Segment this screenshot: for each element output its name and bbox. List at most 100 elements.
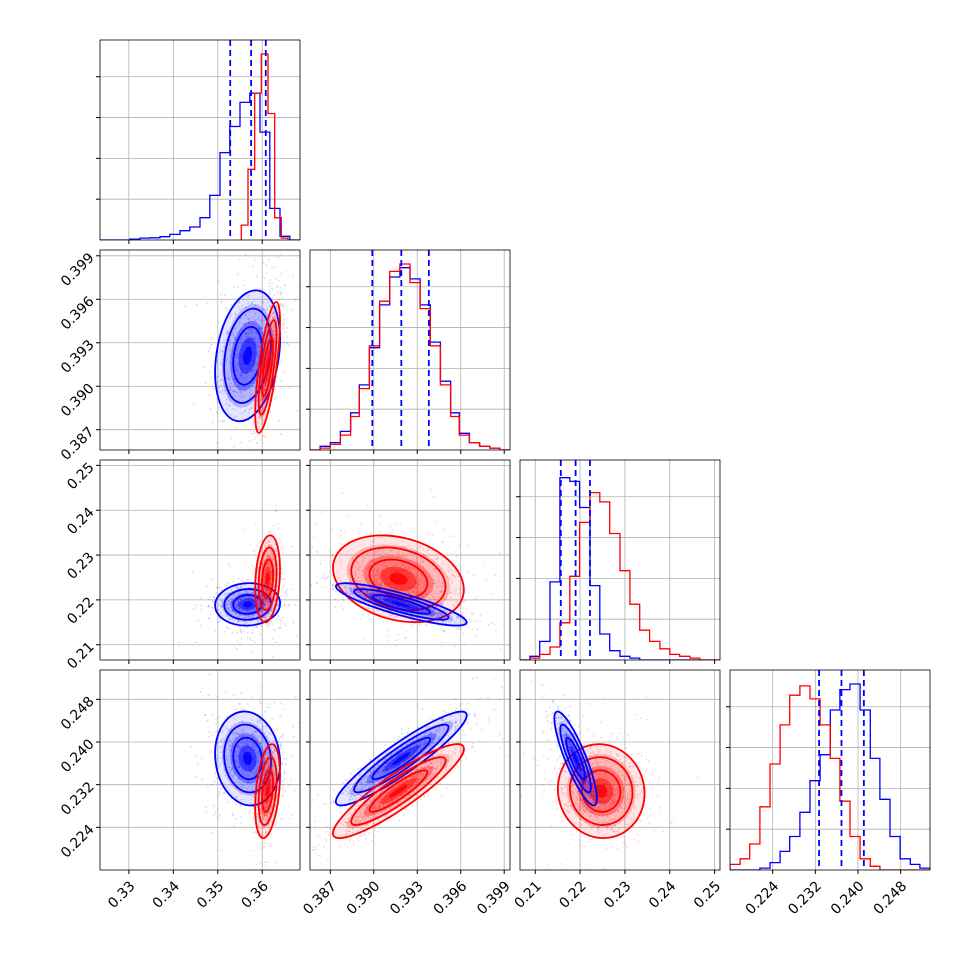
scatter-point: [274, 599, 276, 602]
scatter-point: [273, 578, 276, 581]
scatter-point: [272, 765, 275, 767]
scatter-point: [427, 611, 430, 613]
scatter-point: [232, 767, 234, 770]
scatter-point: [240, 729, 243, 732]
scatter-point: [242, 378, 245, 380]
scatter-point: [263, 276, 266, 279]
scatter-point: [228, 361, 231, 364]
scatter-point: [259, 396, 262, 399]
scatter-point: [366, 591, 369, 594]
scatter-point: [267, 815, 269, 818]
scatter-point: [240, 614, 243, 617]
scatter-point: [228, 627, 231, 630]
scatter-point: [277, 256, 279, 259]
scatter-point: [279, 253, 282, 255]
scatter-point: [265, 706, 268, 709]
scatter-point: [272, 558, 274, 561]
scatter-point: [422, 611, 424, 613]
scatter-point: [258, 847, 261, 850]
scatter-point: [228, 789, 231, 792]
scatter-point: [530, 639, 532, 641]
scatter-point: [432, 580, 435, 582]
scatter-point: [263, 587, 266, 590]
scatter-point: [229, 314, 232, 316]
scatter-point: [332, 584, 334, 587]
scatter-point: [445, 597, 448, 600]
scatter-point: [282, 371, 285, 374]
scatter-point: [247, 328, 250, 331]
scatter-point: [255, 613, 258, 616]
scatter-point: [280, 387, 283, 390]
scatter-point: [365, 593, 367, 596]
scatter-point: [371, 599, 374, 602]
scatter-point: [229, 348, 232, 351]
scatter-point: [468, 618, 471, 620]
scatter-point: [264, 805, 267, 807]
scatter-point: [244, 616, 247, 619]
scatter-point: [217, 387, 220, 390]
joint-series-group: [177, 503, 320, 658]
scatter-point: [373, 575, 376, 577]
scatter-point: [220, 600, 223, 603]
scatter-point: [455, 627, 458, 630]
scatter-point: [304, 593, 306, 595]
scatter-point: [397, 557, 400, 559]
scatter-point: [220, 378, 223, 381]
scatter-point: [318, 586, 320, 588]
scatter-point: [369, 618, 372, 621]
scatter-point: [388, 609, 390, 612]
scatter-point: [216, 360, 218, 362]
scatter-point: [270, 596, 273, 599]
hist-step-red: [730, 685, 930, 870]
scatter-point: [230, 597, 233, 600]
scatter-point: [249, 457, 251, 459]
scatter-point: [380, 581, 383, 584]
scatter-point: [394, 645, 397, 648]
scatter-point: [262, 308, 265, 310]
scatter-point: [407, 566, 409, 569]
scatter-point: [263, 616, 266, 619]
scatter-point: [251, 414, 254, 417]
scatter-point: [257, 785, 259, 788]
scatter-point: [272, 814, 275, 817]
scatter-point: [257, 760, 259, 763]
scatter-point: [265, 590, 268, 593]
scatter-point: [355, 561, 358, 564]
scatter-point: [256, 344, 259, 347]
scatter-point: [216, 696, 219, 698]
scatter-point: [267, 541, 270, 543]
scatter-point: [269, 411, 272, 413]
scatter-point: [235, 369, 237, 371]
scatter-point: [339, 534, 342, 537]
contour-line: [368, 558, 429, 599]
scatter-point: [222, 393, 225, 395]
scatter-point: [292, 725, 295, 728]
scatter-point: [230, 606, 232, 609]
scatter-point: [234, 604, 237, 606]
scatter-point: [449, 535, 452, 538]
scatter-point: [272, 556, 274, 558]
panel-border: [729, 669, 931, 871]
scatter-point: [227, 607, 230, 610]
scatter-point: [236, 346, 239, 349]
scatter-point: [220, 391, 222, 394]
scatter-point: [441, 614, 443, 617]
scatter-point: [428, 606, 431, 609]
scatter-point: [355, 569, 357, 572]
scatter-point: [250, 331, 253, 334]
scatter-point: [247, 609, 249, 612]
scatter-point: [216, 757, 219, 760]
scatter-point: [441, 602, 444, 605]
ticks: [96, 76, 263, 244]
scatter-point: [246, 332, 248, 335]
scatter-point: [247, 296, 249, 299]
scatter-point: [252, 629, 255, 631]
scatter-point: [418, 623, 421, 626]
scatter-point: [236, 640, 239, 643]
scatter-point: [228, 404, 231, 407]
scatter-point: [271, 329, 274, 331]
scatter-point: [331, 584, 334, 586]
scatter-point: [230, 768, 233, 771]
scatter-point: [433, 568, 436, 571]
scatter-point: [273, 333, 276, 336]
